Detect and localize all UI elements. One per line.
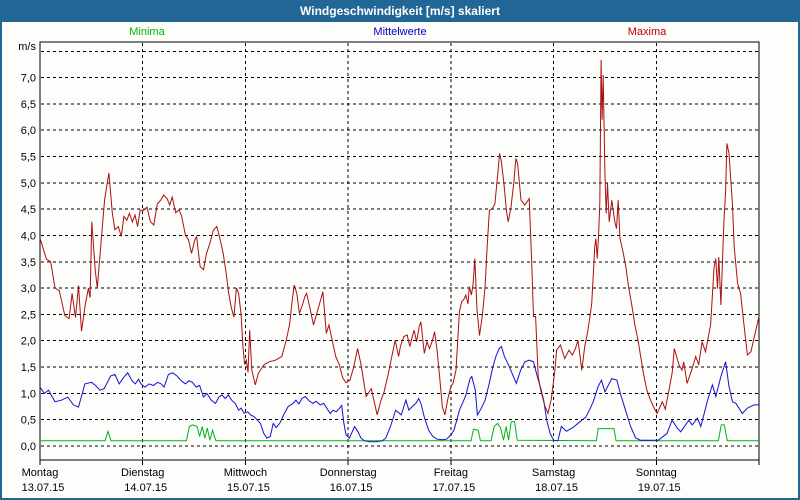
day-date-label: 16.07.15 xyxy=(330,482,373,494)
y-tick-label: 1,5 xyxy=(21,362,36,374)
day-name-label: Montag xyxy=(22,467,59,479)
y-tick-label: 2,5 xyxy=(21,309,36,321)
titlebar: Windgeschwindigkeit [m/s] skaliert xyxy=(0,0,800,22)
day-date-label: 13.07.15 xyxy=(22,482,65,494)
x-gridlines xyxy=(39,43,760,465)
legend-maxima: Maxima xyxy=(627,26,667,38)
legend-mittelwerte: Mittelwerte xyxy=(373,26,427,38)
y-tick-label: 3,0 xyxy=(21,283,36,295)
y-tick-label: 4,0 xyxy=(21,230,36,242)
y-axis-labels: 0,0 0,5 1,0 1,5 2,0 2,5 3,0 3,5 4,0 4,5 5,0 5,5 6,0 6… xyxy=(18,41,36,453)
y-tick-label: 4,5 xyxy=(21,204,36,216)
day-date-label: 17.07.15 xyxy=(432,482,475,494)
y-axis-unit-label: m/s xyxy=(18,41,36,53)
y-tick-label: 1,0 xyxy=(21,388,36,400)
day-date-label: 18.07.15 xyxy=(535,482,578,494)
x-axis-labels: Montag 13.07.15 Dienstag 14.07.15 Mittwoch 15… xyxy=(22,467,681,494)
y-tick-label: 6,5 xyxy=(21,99,36,111)
series-line-mittelwerte xyxy=(39,345,759,443)
day-date-label: 15.07.15 xyxy=(227,482,270,494)
series-line-maxima xyxy=(39,59,760,416)
day-name-label: Sonntag xyxy=(636,467,677,479)
plot-frame xyxy=(39,41,760,461)
y-tick-label: 3,5 xyxy=(21,257,36,269)
day-date-label: 14.07.15 xyxy=(124,482,167,494)
y-tick-label: 0,5 xyxy=(21,415,36,427)
day-name-label: Dienstag xyxy=(121,467,164,479)
page-title: Windgeschwindigkeit [m/s] skaliert xyxy=(300,4,500,18)
y-tick-label: 6,0 xyxy=(21,125,36,137)
day-name-label: Samstag xyxy=(532,467,575,479)
y-gridlines xyxy=(41,50,758,447)
series-line-minima xyxy=(40,421,759,442)
day-name-label: Donnerstag xyxy=(320,467,377,479)
day-name-label: Mittwoch xyxy=(224,467,267,479)
legend-minima: Minima xyxy=(129,26,165,38)
y-tick-label: 5,0 xyxy=(21,178,36,190)
day-date-label: 19.07.15 xyxy=(638,482,681,494)
y-tick-label: 2,0 xyxy=(21,336,36,348)
y-tick-label: 0,0 xyxy=(21,441,36,453)
day-name-label: Freitag xyxy=(434,467,468,479)
y-tick-label: 5,5 xyxy=(21,152,36,164)
y-tick-label: 7,0 xyxy=(21,73,36,85)
